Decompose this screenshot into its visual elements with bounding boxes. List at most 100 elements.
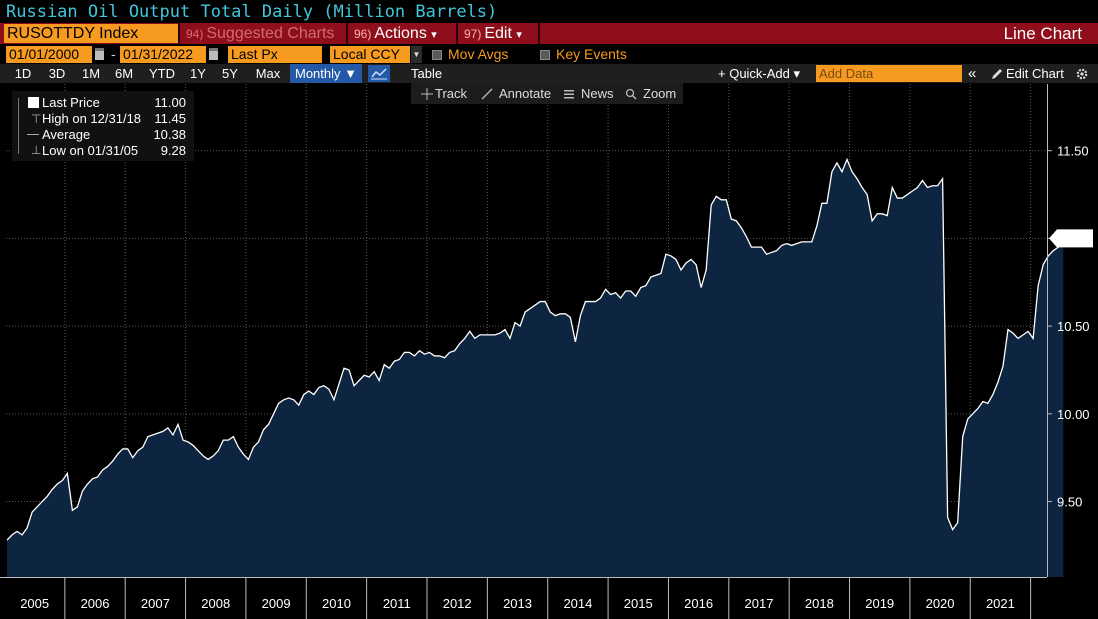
- period-5y[interactable]: 5Y: [222, 66, 238, 81]
- line-chart-icon[interactable]: [368, 65, 390, 82]
- average-marker-icon: [27, 134, 39, 135]
- mov-avgs-label: Mov Avgs: [448, 46, 509, 62]
- quick-add-button[interactable]: + Quick-Add ▾: [718, 66, 801, 81]
- separator: [456, 23, 458, 44]
- legend-low-label: Low on 01/31/05: [42, 143, 139, 158]
- x-tick-label: 2009: [262, 596, 291, 611]
- separator: [346, 23, 348, 44]
- news-icon: [564, 90, 574, 99]
- actions-label: Actions: [374, 25, 427, 42]
- separator: [178, 23, 180, 44]
- period-max[interactable]: Max: [255, 66, 281, 81]
- menu-bar: RUSOTTDY Index 94) Suggested Charts 96) Ac…: [0, 23, 1098, 44]
- x-tick-label: 2006: [81, 596, 110, 611]
- chart-type-label[interactable]: Line Chart: [1003, 24, 1082, 43]
- high-marker-icon: ⊤: [31, 112, 42, 126]
- title-row: Russian Oil Output Total Daily (Million …: [0, 0, 1098, 24]
- last-price-swatch: [28, 97, 39, 108]
- x-tick-label: 2007: [141, 596, 170, 611]
- legend-average-value: 10.38: [153, 127, 186, 142]
- low-marker-icon: ⊥: [31, 143, 42, 157]
- legend-average-label: Average: [42, 127, 91, 142]
- period-toolbar: 1D 3D 1M 6M YTD 1Y 5Y Max Monthly ▼ Tabl…: [0, 64, 1098, 83]
- x-tick-label: 2010: [322, 596, 351, 611]
- last-value-marker: [1049, 229, 1093, 248]
- chevron-down-icon: ▾: [516, 29, 522, 41]
- period-1m[interactable]: 1M: [81, 66, 101, 81]
- period-1y[interactable]: 1Y: [190, 66, 206, 81]
- start-date-field[interactable]: 01/01/2000: [6, 46, 92, 63]
- controls-bar: 01/01/2000 - 01/31/2022 Last Px Local CC…: [0, 45, 1098, 64]
- legend-bracket: [18, 98, 19, 154]
- y-tick-label: 11.50: [1057, 144, 1089, 159]
- news-button[interactable]: News: [581, 86, 614, 101]
- suggested-label: Suggested Charts: [206, 25, 335, 42]
- frequency-select[interactable]: Monthly ▼: [290, 64, 362, 83]
- field-select[interactable]: Last Px: [228, 46, 322, 63]
- x-tick-label: 2017: [745, 596, 774, 611]
- x-tick-label: 2013: [503, 596, 532, 611]
- period-ytd[interactable]: YTD: [149, 66, 175, 81]
- x-axis: 2005 2006 2007 2008 2009 2010 2011 2012 2013 2014…: [0, 577, 1047, 619]
- period-1d[interactable]: 1D: [14, 66, 32, 81]
- legend-high-label: High on 12/31/18: [42, 111, 142, 126]
- zoom-icon: [625, 88, 637, 100]
- collapse-icon[interactable]: «: [968, 65, 977, 82]
- key-events-checkbox[interactable]: [540, 50, 550, 60]
- edit-button[interactable]: 97) Edit ▾: [458, 23, 538, 44]
- last-value-label: 11.00: [1058, 231, 1090, 246]
- series-area: [7, 159, 1064, 577]
- legend-last-price-value: 11.00: [154, 95, 186, 110]
- window-title: Russian Oil Output Total Daily (Million …: [6, 2, 498, 22]
- zoom-button[interactable]: Zoom: [643, 86, 677, 101]
- chart-tools: Track Annotate News Zoom: [411, 83, 683, 104]
- x-tick-label: 2020: [926, 596, 955, 611]
- mov-avgs-checkbox[interactable]: [432, 50, 442, 60]
- suggested-charts-button[interactable]: 94) Suggested Charts: [180, 23, 346, 44]
- ticker-field[interactable]: RUSOTTDY Index: [4, 24, 178, 43]
- suggested-num: 94): [186, 27, 204, 41]
- x-tick-label: 2019: [865, 596, 894, 611]
- x-tick-label: 2008: [201, 596, 230, 611]
- pencil-icon[interactable]: [990, 67, 1004, 81]
- separator: [538, 23, 540, 44]
- chevron-down-icon: ▾: [431, 29, 437, 41]
- actions-num: 96): [354, 27, 372, 41]
- annotate-icon: [481, 88, 493, 100]
- line-chart-icon-glyph: [371, 68, 387, 80]
- chevron-down-icon[interactable]: ▼: [411, 46, 422, 63]
- legend: Last Price 11.00 ⊤ High on 12/31/18 11.4…: [12, 91, 194, 161]
- period-6m[interactable]: 6M: [114, 66, 134, 81]
- end-date-field[interactable]: 01/31/2022: [120, 46, 206, 63]
- calendar-icon[interactable]: [209, 48, 218, 60]
- x-tick-label: 2018: [805, 596, 834, 611]
- x-tick-label: 2016: [684, 596, 713, 611]
- period-3d[interactable]: 3D: [48, 66, 66, 81]
- x-tick-label: 2015: [624, 596, 653, 611]
- track-button[interactable]: Track: [435, 86, 468, 101]
- currency-select[interactable]: Local CCY: [330, 46, 410, 63]
- y-tick-label: 9.50: [1057, 495, 1082, 510]
- table-button[interactable]: Table: [411, 66, 443, 81]
- legend-low-value: 9.28: [160, 143, 186, 158]
- edit-chart-button[interactable]: Edit Chart: [1006, 66, 1064, 81]
- legend-high-value: 11.45: [154, 111, 186, 126]
- add-data-input[interactable]: Add Data: [816, 65, 962, 82]
- x-tick-label: 2012: [443, 596, 472, 611]
- series-line: [6, 157, 1064, 541]
- edit-label: Edit: [484, 25, 512, 42]
- actions-button[interactable]: 96) Actions ▾: [348, 23, 456, 44]
- x-tick-label: 2021: [986, 596, 1015, 611]
- x-tick-label: 2011: [383, 596, 411, 611]
- track-icon: [421, 88, 433, 100]
- gear-icon[interactable]: [1075, 67, 1089, 81]
- calendar-icon[interactable]: [95, 48, 104, 60]
- y-tick-label: 10.00: [1057, 407, 1090, 422]
- date-separator: -: [111, 46, 116, 62]
- x-tick-label: 2005: [20, 596, 49, 611]
- edit-num: 97): [464, 27, 482, 41]
- x-tick-label: 2014: [563, 596, 592, 611]
- annotate-button[interactable]: Annotate: [499, 86, 552, 101]
